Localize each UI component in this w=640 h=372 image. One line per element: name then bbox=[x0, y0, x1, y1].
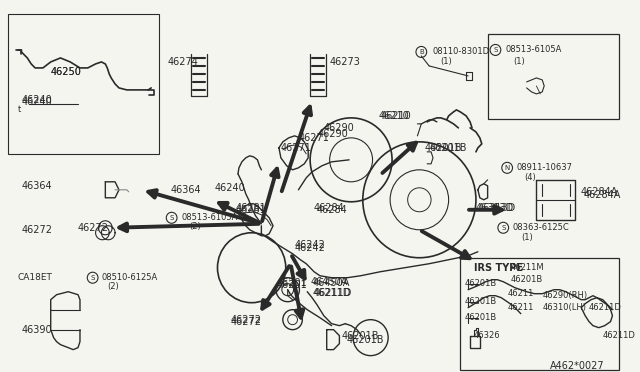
Text: 08513-6105A: 08513-6105A bbox=[505, 45, 561, 54]
Text: 46201B: 46201B bbox=[464, 279, 497, 288]
Text: (4): (4) bbox=[525, 173, 536, 182]
Text: 46201: 46201 bbox=[277, 278, 308, 288]
Text: 08513-6105A: 08513-6105A bbox=[181, 213, 238, 222]
Text: (2): (2) bbox=[108, 282, 119, 291]
Text: 46274: 46274 bbox=[168, 57, 198, 67]
Text: 46281: 46281 bbox=[236, 203, 267, 213]
Text: 46364: 46364 bbox=[22, 181, 52, 191]
Text: 46201B: 46201B bbox=[464, 297, 497, 306]
Text: 46284A: 46284A bbox=[580, 187, 618, 197]
Text: 46450A: 46450A bbox=[312, 278, 349, 288]
Text: 46390: 46390 bbox=[22, 325, 52, 335]
Bar bbox=[8, 14, 159, 154]
Text: 46201B: 46201B bbox=[346, 335, 384, 344]
Text: 46290(RH): 46290(RH) bbox=[542, 291, 588, 300]
Text: 46211: 46211 bbox=[507, 303, 534, 312]
Text: 46290: 46290 bbox=[318, 129, 349, 139]
Text: 46310(LH): 46310(LH) bbox=[542, 303, 586, 312]
Text: 08110-8301D: 08110-8301D bbox=[432, 48, 489, 57]
Text: IRS TYPE: IRS TYPE bbox=[474, 263, 523, 273]
Text: 46211D: 46211D bbox=[589, 303, 622, 312]
Text: 46284: 46284 bbox=[317, 205, 348, 215]
Text: 46211D: 46211D bbox=[314, 288, 353, 298]
Text: 46250: 46250 bbox=[51, 67, 81, 77]
Text: B: B bbox=[419, 49, 424, 55]
Text: 46201: 46201 bbox=[277, 280, 308, 290]
Text: 46272: 46272 bbox=[78, 223, 109, 233]
Text: 46313D: 46313D bbox=[478, 203, 516, 213]
Text: 46211D: 46211D bbox=[603, 331, 636, 340]
Text: 46271: 46271 bbox=[281, 143, 312, 153]
Text: CA18ET: CA18ET bbox=[17, 273, 52, 282]
Text: 46284: 46284 bbox=[314, 203, 345, 213]
Text: 46210: 46210 bbox=[380, 111, 411, 121]
Text: 46250: 46250 bbox=[51, 67, 81, 77]
Text: 46281: 46281 bbox=[236, 205, 267, 215]
Text: 46240: 46240 bbox=[214, 183, 245, 193]
Text: 08911-10637: 08911-10637 bbox=[517, 163, 573, 172]
Text: 46240: 46240 bbox=[22, 95, 52, 105]
Text: 46290: 46290 bbox=[324, 123, 355, 133]
Text: 46272: 46272 bbox=[22, 225, 52, 235]
Bar bbox=[488, 34, 620, 119]
Text: 46273: 46273 bbox=[330, 57, 360, 67]
Text: 46211M: 46211M bbox=[511, 263, 545, 272]
Text: 46201B: 46201B bbox=[429, 143, 467, 153]
Text: 46242: 46242 bbox=[294, 243, 325, 253]
Text: 46272: 46272 bbox=[230, 315, 261, 325]
Text: 46326: 46326 bbox=[474, 331, 500, 340]
Text: 46364: 46364 bbox=[171, 185, 202, 195]
Bar bbox=[460, 258, 620, 370]
Text: 46201B: 46201B bbox=[424, 143, 461, 153]
Text: 46272: 46272 bbox=[230, 317, 261, 327]
Text: 46313D: 46313D bbox=[476, 203, 514, 213]
Text: (1): (1) bbox=[513, 57, 525, 67]
Text: 46240: 46240 bbox=[22, 97, 52, 107]
Text: 46211D: 46211D bbox=[312, 288, 351, 298]
Text: 46271: 46271 bbox=[298, 133, 330, 143]
Text: t: t bbox=[17, 105, 21, 114]
Text: 46284A: 46284A bbox=[583, 190, 621, 200]
Text: 46242: 46242 bbox=[294, 240, 325, 250]
Text: S: S bbox=[170, 215, 174, 221]
Text: 46201B: 46201B bbox=[341, 331, 379, 341]
Text: S: S bbox=[493, 47, 498, 53]
Text: A462*0027: A462*0027 bbox=[550, 360, 605, 371]
Text: 46201B: 46201B bbox=[464, 313, 497, 322]
Text: 46211: 46211 bbox=[507, 289, 534, 298]
Text: (1): (1) bbox=[521, 233, 532, 242]
Text: 08510-6125A: 08510-6125A bbox=[101, 273, 157, 282]
Text: 46210: 46210 bbox=[378, 111, 409, 121]
Text: 46450A: 46450A bbox=[310, 277, 348, 287]
Text: N: N bbox=[504, 165, 510, 171]
Text: S: S bbox=[90, 275, 95, 281]
Text: (2): (2) bbox=[189, 222, 201, 231]
Text: 46201B: 46201B bbox=[511, 275, 543, 284]
Text: S: S bbox=[501, 225, 506, 231]
Text: 08363-6125C: 08363-6125C bbox=[513, 223, 570, 232]
Text: (1): (1) bbox=[440, 57, 452, 67]
